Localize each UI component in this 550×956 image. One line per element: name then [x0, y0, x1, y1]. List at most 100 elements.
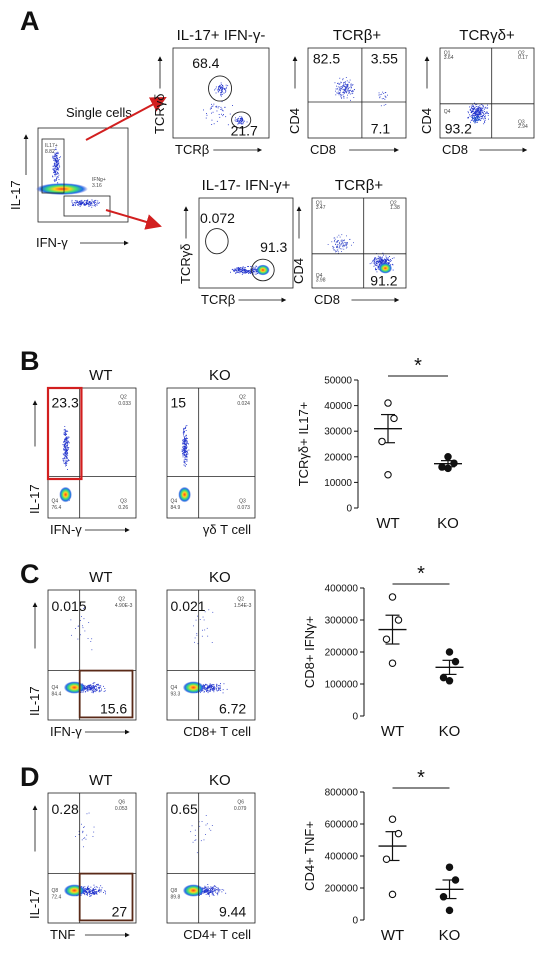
event-dot: [184, 458, 186, 460]
event-dot: [251, 269, 253, 271]
parent-ylabel: IL-17: [8, 180, 23, 210]
event-dot: [376, 258, 378, 260]
event-dot: [98, 202, 100, 203]
event-dot: [84, 204, 86, 206]
event-dot: [484, 117, 486, 119]
event-dot: [236, 270, 237, 272]
event-dot: [63, 448, 64, 450]
x-category-label: KO: [437, 515, 459, 532]
event-dot: [384, 258, 386, 260]
plot-a5-frame: [311, 197, 407, 289]
event-dot: [223, 92, 225, 94]
event-dot: [472, 112, 474, 114]
event-dot: [375, 257, 377, 259]
event-dot: [182, 452, 184, 454]
event-dot: [481, 117, 483, 119]
event-dot: [240, 118, 242, 120]
event-dot: [217, 894, 219, 896]
event-dot: [379, 263, 381, 265]
event-dot: [212, 684, 214, 686]
event-dot: [186, 454, 188, 456]
event-dot: [221, 91, 223, 93]
event-dot: [240, 117, 242, 119]
event-dot: [221, 93, 223, 95]
event-dot: [243, 268, 245, 270]
event-dot: [218, 86, 220, 88]
event-dot: [341, 240, 343, 242]
gate-value: 91.3: [260, 239, 287, 255]
event-dot: [65, 457, 67, 459]
event-dot: [253, 269, 255, 270]
plot-a4-xlabel: TCRβ: [201, 292, 235, 307]
event-dot: [92, 893, 94, 895]
event-dot: [337, 83, 338, 84]
gate-value: 0.65: [171, 801, 198, 817]
event-dot: [375, 267, 377, 269]
data-point: [450, 459, 458, 467]
event-dot: [477, 116, 478, 118]
event-dot: [478, 117, 480, 119]
event-dot: [208, 685, 210, 687]
event-dot: [375, 263, 377, 265]
event-dot: [210, 888, 212, 890]
event-dot: [95, 201, 97, 203]
gate-value: 0.015: [52, 598, 87, 614]
event-dot: [183, 438, 185, 440]
event-dot: [55, 174, 57, 176]
event-dot: [344, 244, 346, 246]
event-dot: [84, 204, 85, 205]
event-dot: [343, 241, 345, 243]
event-dot: [480, 103, 482, 105]
event-dot: [206, 888, 208, 890]
event-dot: [56, 176, 58, 177]
y-tick-label: 200000: [325, 648, 359, 659]
event-dot: [196, 633, 198, 634]
event-dot: [240, 120, 242, 122]
event-dot: [219, 89, 221, 91]
event-dot: [233, 270, 235, 272]
event-dot: [212, 886, 214, 888]
event-dot: [82, 831, 84, 833]
event-dot: [353, 97, 355, 98]
event-dot: [81, 203, 83, 205]
event-dot: [74, 202, 76, 204]
x-category-label: WT: [376, 515, 399, 532]
event-dot: [54, 174, 56, 175]
event-dot: [377, 263, 379, 265]
event-dot: [92, 888, 94, 889]
event-dot: [376, 265, 378, 267]
event-dot: [373, 260, 375, 262]
event-dot: [88, 689, 89, 691]
event-dot: [104, 690, 106, 692]
event-dot: [210, 687, 212, 689]
group-label-wt: WT: [89, 569, 112, 586]
event-dot: [198, 821, 200, 823]
event-dot: [187, 453, 189, 455]
event-dot: [100, 891, 102, 893]
event-dot: [91, 200, 93, 202]
event-dot: [225, 116, 227, 118]
event-dot: [232, 105, 233, 106]
event-dot: [383, 93, 385, 94]
gate-value: 84.4: [52, 691, 62, 697]
event-dot: [339, 83, 341, 85]
event-dot: [248, 266, 249, 267]
gate-value: Q2: [118, 596, 125, 602]
event-dot: [195, 839, 197, 841]
event-dot: [347, 88, 349, 90]
event-dot: [64, 433, 66, 435]
event-dot: [55, 161, 57, 162]
event-dot: [477, 115, 479, 117]
event-dot: [373, 262, 375, 264]
event-dot: [64, 444, 66, 446]
event-dot: [343, 97, 345, 99]
event-dot: [87, 688, 89, 690]
event-dot: [184, 452, 186, 454]
event-dot: [476, 116, 477, 118]
event-dot: [337, 93, 339, 94]
event-dot: [212, 687, 214, 689]
event-dot: [479, 107, 481, 109]
event-dot: [343, 91, 344, 93]
event-dot: [246, 272, 247, 274]
